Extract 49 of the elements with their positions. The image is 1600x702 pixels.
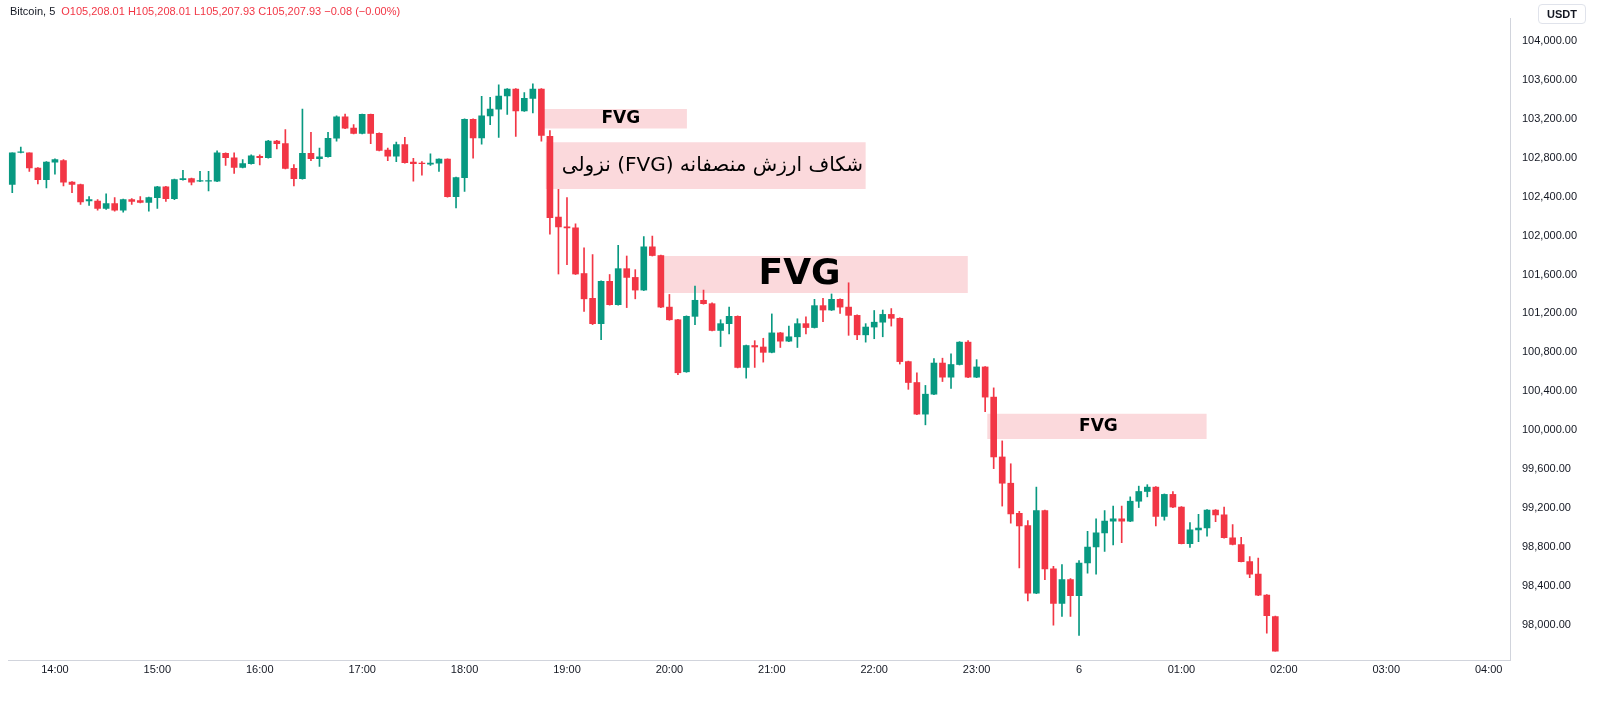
chart-subtitle: O105,208.01 H105,208.01 L105,207.93 C105,207.93 −0.08 (−0.00%) xyxy=(61,5,401,17)
y-tick-label: 98,800.00 xyxy=(1522,539,1571,552)
x-tick-label: 03:00 xyxy=(1372,663,1401,676)
x-tick-label: 14:00 xyxy=(41,663,69,676)
candlestick xyxy=(503,88,511,115)
candlestick xyxy=(751,340,759,368)
y-tick-label: 99,600.00 xyxy=(1522,462,1571,475)
text: USDT xyxy=(1538,4,1586,24)
candlestick xyxy=(623,255,631,308)
x-tick-label: 6 xyxy=(1075,663,1083,676)
y-tick-label: 100,000.00 xyxy=(1522,423,1578,436)
x-tick-label: 01:00 xyxy=(1167,663,1196,676)
candlestick xyxy=(1118,505,1126,543)
y-tick-label: 101,600.00 xyxy=(1522,267,1578,280)
y-tick-label: 99,200.00 xyxy=(1522,501,1571,514)
x-tick-label: 19:00 xyxy=(553,663,581,676)
x-tick-label: 23:00 xyxy=(962,663,991,676)
candlestick xyxy=(1109,505,1117,546)
x-tick-label: 17:00 xyxy=(348,663,376,676)
x-tick-label: 15:00 xyxy=(143,663,172,676)
x-tick-label: 20:00 xyxy=(655,663,684,676)
band-label: FVG xyxy=(1079,414,1118,435)
y-tick-label: 103,200.00 xyxy=(1522,111,1578,124)
x-tick-label: 22:00 xyxy=(860,663,888,676)
candlestick xyxy=(495,84,503,138)
band-label: FVG xyxy=(601,107,641,128)
x-tick-label: 21:00 xyxy=(758,663,786,676)
candlestick xyxy=(486,97,494,125)
candlestick xyxy=(179,170,187,181)
chart-title: Bitcoin, 5 xyxy=(10,5,56,17)
y-tick-label: 100,800.00 xyxy=(1522,345,1578,358)
x-tick-label: 18:00 xyxy=(450,663,479,676)
y-tick-label: 100,400.00 xyxy=(1522,384,1578,397)
candlestick xyxy=(563,197,571,266)
y-tick-label: 102,000.00 xyxy=(1522,228,1578,241)
band-label: شکاف ارزش منصفانه (FVG) نزولی xyxy=(561,151,864,176)
y-tick-label: 101,200.00 xyxy=(1522,306,1578,319)
y-tick-label: 102,800.00 xyxy=(1522,150,1578,163)
candlestick xyxy=(307,132,315,161)
y-tick-label: 98,000.00 xyxy=(1522,617,1571,630)
y-tick-label: 103,600.00 xyxy=(1522,72,1578,85)
x-tick-label: 04:00 xyxy=(1474,663,1503,676)
y-tick-label: 104,000.00 xyxy=(1522,34,1578,47)
candlestick xyxy=(256,154,264,166)
x-tick-label: 02:00 xyxy=(1270,663,1298,676)
band-label: FVG xyxy=(758,250,841,292)
y-tick-label: 98,400.00 xyxy=(1522,578,1571,591)
x-tick-label: 16:00 xyxy=(245,663,274,676)
y-tick-label: 102,400.00 xyxy=(1522,189,1578,202)
